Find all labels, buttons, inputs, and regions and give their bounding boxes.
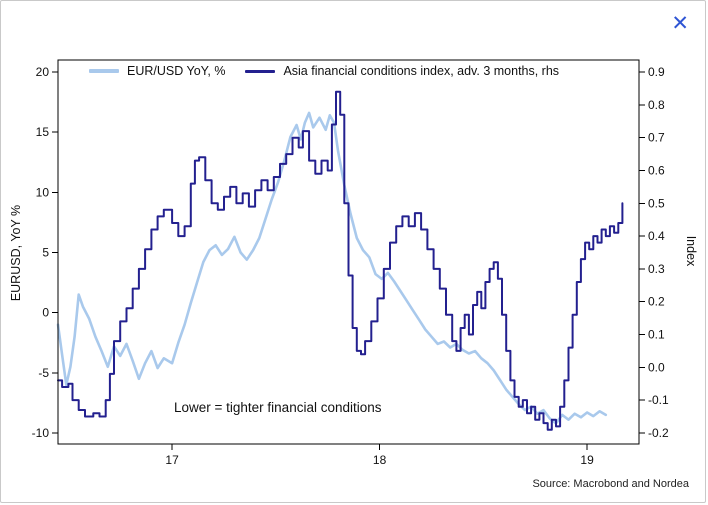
annotation-text: Lower = tighter financial conditions	[174, 400, 382, 415]
y-axis-left-label: EURUSD, YoY %	[9, 204, 23, 302]
svg-text:0.7: 0.7	[648, 131, 665, 145]
legend-item-asia-fci: Asia financial conditions index, adv. 3 …	[245, 64, 559, 78]
svg-text:19: 19	[580, 453, 594, 467]
svg-text:0.4: 0.4	[648, 229, 665, 243]
svg-text:0.1: 0.1	[648, 328, 665, 342]
svg-text:0.8: 0.8	[648, 98, 665, 112]
svg-text:0.0: 0.0	[648, 360, 665, 374]
legend-swatch-eurusd	[89, 69, 119, 73]
svg-text:10: 10	[36, 185, 50, 199]
chart-legend: EUR/USD YoY, % Asia financial conditions…	[89, 64, 559, 78]
svg-text:-10: -10	[32, 426, 50, 440]
svg-text:-5: -5	[38, 366, 49, 380]
svg-text:-0.2: -0.2	[648, 426, 669, 440]
svg-text:0: 0	[42, 306, 49, 320]
svg-text:0.9: 0.9	[648, 65, 665, 79]
svg-text:17: 17	[165, 453, 179, 467]
svg-text:5: 5	[42, 246, 49, 260]
svg-text:20: 20	[36, 65, 50, 79]
close-icon[interactable]: ✕	[671, 11, 689, 35]
source-text: Source: Macrobond and Nordea	[532, 478, 689, 490]
svg-text:0.6: 0.6	[648, 164, 665, 178]
legend-item-eurusd: EUR/USD YoY, %	[89, 64, 225, 78]
svg-text:0.2: 0.2	[648, 295, 665, 309]
legend-label-eurusd: EUR/USD YoY, %	[127, 64, 226, 78]
svg-text:0.5: 0.5	[648, 196, 665, 210]
svg-text:-0.1: -0.1	[648, 393, 669, 407]
svg-text:0.3: 0.3	[648, 262, 665, 276]
legend-swatch-asia-fci	[245, 69, 276, 73]
y-axis-right-label: Index	[684, 235, 698, 267]
svg-text:18: 18	[373, 453, 387, 467]
svg-text:15: 15	[36, 125, 50, 139]
legend-label-asia-fci: Asia financial conditions index, adv. 3 …	[283, 64, 560, 78]
